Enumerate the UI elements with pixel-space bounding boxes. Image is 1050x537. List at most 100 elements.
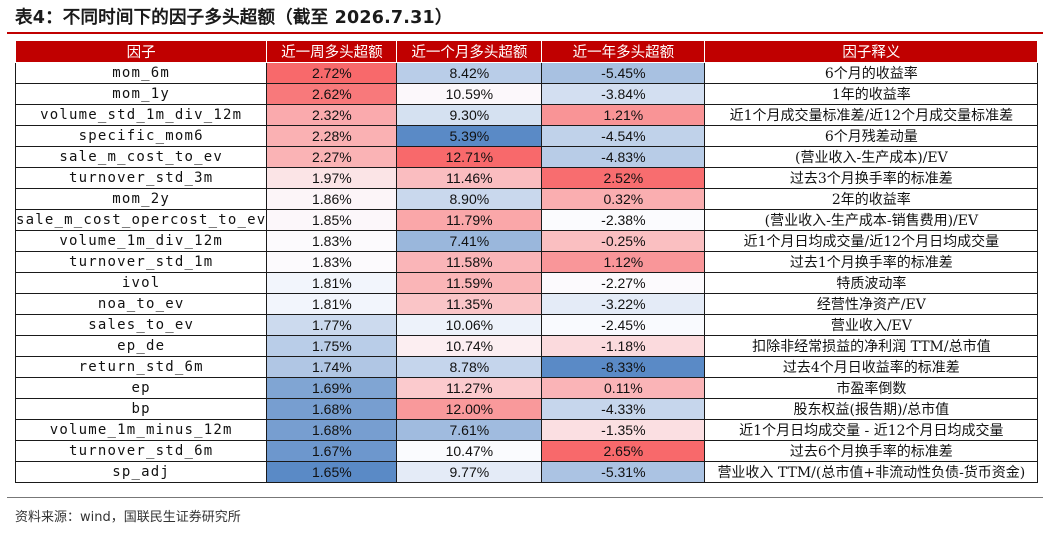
- table-row: sp_adj 1.65% 9.77% -5.31% 营业收入 TTM/(总市值+非流动性…: [14, 461, 1039, 483]
- factor-name-cell: noa_to_ev: [14, 293, 268, 315]
- table-row: volume_1m_div_12m 1.83% 7.41% -0.25% 近1个月日均成…: [14, 230, 1039, 252]
- factor-description-cell: (营业收入-生产成本-销售费用)/EV: [704, 209, 1039, 231]
- year-excess-cell: -4.83%: [541, 146, 706, 168]
- year-excess-cell: -5.31%: [541, 461, 706, 483]
- table-row: turnover_std_3m 1.97% 11.46% 2.52% 过去3个月换手率的…: [14, 167, 1039, 189]
- week-excess-cell: 2.62%: [266, 83, 398, 105]
- week-excess-cell: 1.75%: [266, 335, 398, 357]
- factor-description-cell: 近1个月日均成交量/近12个月日均成交量: [704, 230, 1039, 252]
- factor-description-cell: 过去3个月换手率的标准差: [704, 167, 1039, 189]
- factor-description-cell: 扣除非经常损益的净利润 TTM/总市值: [704, 335, 1039, 357]
- factor-name-cell: return_std_6m: [14, 356, 268, 378]
- factor-description-cell: 营业收入/EV: [704, 314, 1039, 336]
- month-excess-cell: 10.74%: [396, 335, 543, 357]
- factor-description-cell: 近1个月日均成交量 - 近12个月日均成交量: [704, 419, 1039, 441]
- factor-description-cell: 2年的收益率: [704, 188, 1039, 210]
- factor-name-cell: mom_6m: [14, 62, 268, 84]
- year-excess-cell: 2.52%: [541, 167, 706, 189]
- month-excess-cell: 11.46%: [396, 167, 543, 189]
- factor-name-cell: volume_1m_minus_12m: [14, 419, 268, 441]
- factor-name-cell: mom_1y: [14, 83, 268, 105]
- factor-description-cell: 市盈率倒数: [704, 377, 1039, 399]
- factor-description-cell: 6个月的收益率: [704, 62, 1039, 84]
- week-excess-cell: 1.81%: [266, 272, 398, 294]
- header-factor: 因子: [14, 40, 268, 63]
- factor-description-cell: 过去4个月日收益率的标准差: [704, 356, 1039, 378]
- month-excess-cell: 12.00%: [396, 398, 543, 420]
- table-header-row: 因子 近一周多头超额 近一个月多头超额 近一年多头超额 因子释义: [14, 40, 1039, 63]
- week-excess-cell: 1.74%: [266, 356, 398, 378]
- year-excess-cell: -5.45%: [541, 62, 706, 84]
- footer-divider: [7, 497, 1043, 498]
- factor-name-cell: turnover_std_6m: [14, 440, 268, 462]
- week-excess-cell: 1.69%: [266, 377, 398, 399]
- factor-name-cell: sale_m_cost_to_ev: [14, 146, 268, 168]
- year-excess-cell: -1.35%: [541, 419, 706, 441]
- month-excess-cell: 8.42%: [396, 62, 543, 84]
- factor-name-cell: turnover_std_3m: [14, 167, 268, 189]
- year-excess-cell: 0.32%: [541, 188, 706, 210]
- factor-name-cell: ivol: [14, 272, 268, 294]
- factor-name-cell: turnover_std_1m: [14, 251, 268, 273]
- week-excess-cell: 2.32%: [266, 104, 398, 126]
- month-excess-cell: 12.71%: [396, 146, 543, 168]
- factor-name-cell: sp_adj: [14, 461, 268, 483]
- factor-description-cell: 股东权益(报告期)/总市值: [704, 398, 1039, 420]
- year-excess-cell: 1.12%: [541, 251, 706, 273]
- factor-description-cell: 特质波动率: [704, 272, 1039, 294]
- factor-name-cell: specific_mom6: [14, 125, 268, 147]
- week-excess-cell: 1.77%: [266, 314, 398, 336]
- week-excess-cell: 1.85%: [266, 209, 398, 231]
- table-row: volume_1m_minus_12m 1.68% 7.61% -1.35% 近1个月日…: [14, 419, 1039, 441]
- month-excess-cell: 10.47%: [396, 440, 543, 462]
- table-row: ep_de 1.75% 10.74% -1.18% 扣除非经常损益的净利润 TTM/总市…: [14, 335, 1039, 357]
- week-excess-cell: 2.72%: [266, 62, 398, 84]
- table-row: return_std_6m 1.74% 8.78% -8.33% 过去4个月日收益率的标…: [14, 356, 1039, 378]
- table-row: ep 1.69% 11.27% 0.11% 市盈率倒数: [14, 377, 1039, 399]
- factor-name-cell: ep_de: [14, 335, 268, 357]
- factor-name-cell: volume_1m_div_12m: [14, 230, 268, 252]
- week-excess-cell: 1.86%: [266, 188, 398, 210]
- factor-name-cell: bp: [14, 398, 268, 420]
- month-excess-cell: 11.35%: [396, 293, 543, 315]
- header-week-excess: 近一周多头超额: [266, 40, 398, 63]
- month-excess-cell: 9.30%: [396, 104, 543, 126]
- year-excess-cell: -2.27%: [541, 272, 706, 294]
- table-body: mom_6m 2.72% 8.42% -5.45% 6个月的收益率 mom_1y 2.62%…: [14, 62, 1039, 483]
- source-note: 资料来源：wind，国联民生证券研究所: [15, 510, 241, 525]
- month-excess-cell: 11.58%: [396, 251, 543, 273]
- factor-name-cell: sales_to_ev: [14, 314, 268, 336]
- week-excess-cell: 1.97%: [266, 167, 398, 189]
- header-factor-description: 因子释义: [704, 40, 1039, 63]
- table-row: mom_2y 1.86% 8.90% 0.32% 2年的收益率: [14, 188, 1039, 210]
- month-excess-cell: 8.90%: [396, 188, 543, 210]
- year-excess-cell: -0.25%: [541, 230, 706, 252]
- month-excess-cell: 9.77%: [396, 461, 543, 483]
- year-excess-cell: -4.54%: [541, 125, 706, 147]
- table-row: ivol 1.81% 11.59% -2.27% 特质波动率: [14, 272, 1039, 294]
- month-excess-cell: 8.78%: [396, 356, 543, 378]
- table-row: sale_m_cost_to_ev 2.27% 12.71% -4.83% (营业收入-…: [14, 146, 1039, 168]
- month-excess-cell: 7.61%: [396, 419, 543, 441]
- header-month-excess: 近一个月多头超额: [396, 40, 543, 63]
- title-divider: [7, 32, 1043, 34]
- month-excess-cell: 11.27%: [396, 377, 543, 399]
- factor-description-cell: 6个月残差动量: [704, 125, 1039, 147]
- week-excess-cell: 1.83%: [266, 251, 398, 273]
- year-excess-cell: 0.11%: [541, 377, 706, 399]
- factor-name-cell: ep: [14, 377, 268, 399]
- month-excess-cell: 10.59%: [396, 83, 543, 105]
- factor-name-cell: volume_std_1m_div_12m: [14, 104, 268, 126]
- year-excess-cell: -8.33%: [541, 356, 706, 378]
- table-row: turnover_std_1m 1.83% 11.58% 1.12% 过去1个月换手率的…: [14, 251, 1039, 273]
- factor-description-cell: 营业收入 TTM/(总市值+非流动性负债-货币资金): [704, 461, 1039, 483]
- year-excess-cell: -4.33%: [541, 398, 706, 420]
- month-excess-cell: 10.06%: [396, 314, 543, 336]
- table-row: turnover_std_6m 1.67% 10.47% 2.65% 过去6个月换手率的…: [14, 440, 1039, 462]
- week-excess-cell: 1.67%: [266, 440, 398, 462]
- month-excess-cell: 7.41%: [396, 230, 543, 252]
- month-excess-cell: 5.39%: [396, 125, 543, 147]
- week-excess-cell: 1.65%: [266, 461, 398, 483]
- factor-excess-table: 因子 近一周多头超额 近一个月多头超额 近一年多头超额 因子释义 mom_6m 2…: [14, 40, 1039, 483]
- table-row: specific_mom6 2.28% 5.39% -4.54% 6个月残差动量: [14, 125, 1039, 147]
